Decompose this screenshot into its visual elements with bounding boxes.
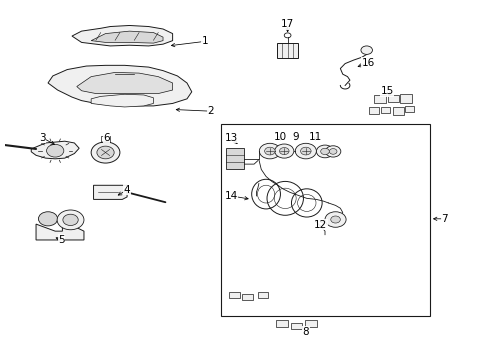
Text: 5: 5: [58, 235, 64, 245]
Text: 15: 15: [380, 86, 393, 96]
Bar: [399, 94, 411, 103]
Text: 12: 12: [313, 220, 326, 230]
Bar: [229, 292, 239, 298]
Text: 4: 4: [123, 185, 130, 195]
Circle shape: [259, 143, 280, 159]
Text: 1: 1: [202, 36, 208, 46]
Circle shape: [316, 145, 333, 158]
Circle shape: [360, 46, 372, 54]
Text: 10: 10: [273, 132, 286, 142]
Circle shape: [328, 149, 336, 154]
Circle shape: [295, 143, 316, 159]
Circle shape: [279, 148, 288, 154]
Polygon shape: [77, 72, 172, 94]
Circle shape: [274, 144, 293, 158]
Bar: [291, 323, 302, 329]
Bar: [221, 123, 429, 316]
Text: 11: 11: [308, 132, 322, 142]
Circle shape: [325, 212, 346, 227]
Circle shape: [264, 147, 275, 155]
Circle shape: [300, 147, 310, 155]
Bar: [226, 148, 244, 170]
Bar: [380, 107, 389, 113]
Circle shape: [63, 214, 78, 225]
Circle shape: [46, 144, 64, 157]
Bar: [373, 95, 385, 103]
Text: 17: 17: [281, 19, 294, 29]
Bar: [304, 320, 316, 328]
Text: 14: 14: [224, 191, 237, 201]
Text: 9: 9: [292, 132, 299, 142]
Bar: [276, 320, 287, 328]
Text: 16: 16: [361, 58, 374, 68]
Polygon shape: [36, 224, 84, 240]
Bar: [242, 294, 252, 300]
Circle shape: [39, 212, 58, 226]
Circle shape: [57, 210, 84, 230]
Text: 7: 7: [440, 214, 447, 224]
Text: 3: 3: [39, 133, 45, 143]
Polygon shape: [93, 185, 127, 199]
Polygon shape: [31, 141, 79, 159]
Bar: [392, 107, 403, 115]
Text: 8: 8: [302, 327, 308, 337]
Text: 6: 6: [103, 133, 110, 143]
Circle shape: [320, 148, 328, 154]
Text: 2: 2: [207, 106, 214, 116]
Text: 13: 13: [224, 133, 237, 143]
Bar: [277, 44, 298, 58]
Circle shape: [330, 216, 340, 223]
Bar: [387, 95, 398, 102]
Bar: [368, 107, 378, 114]
Bar: [404, 106, 413, 112]
Polygon shape: [48, 66, 191, 106]
Circle shape: [91, 142, 120, 163]
Circle shape: [325, 146, 340, 157]
Polygon shape: [91, 31, 163, 43]
Bar: [257, 292, 268, 298]
Polygon shape: [91, 94, 153, 107]
Circle shape: [97, 146, 114, 159]
Polygon shape: [72, 26, 172, 46]
